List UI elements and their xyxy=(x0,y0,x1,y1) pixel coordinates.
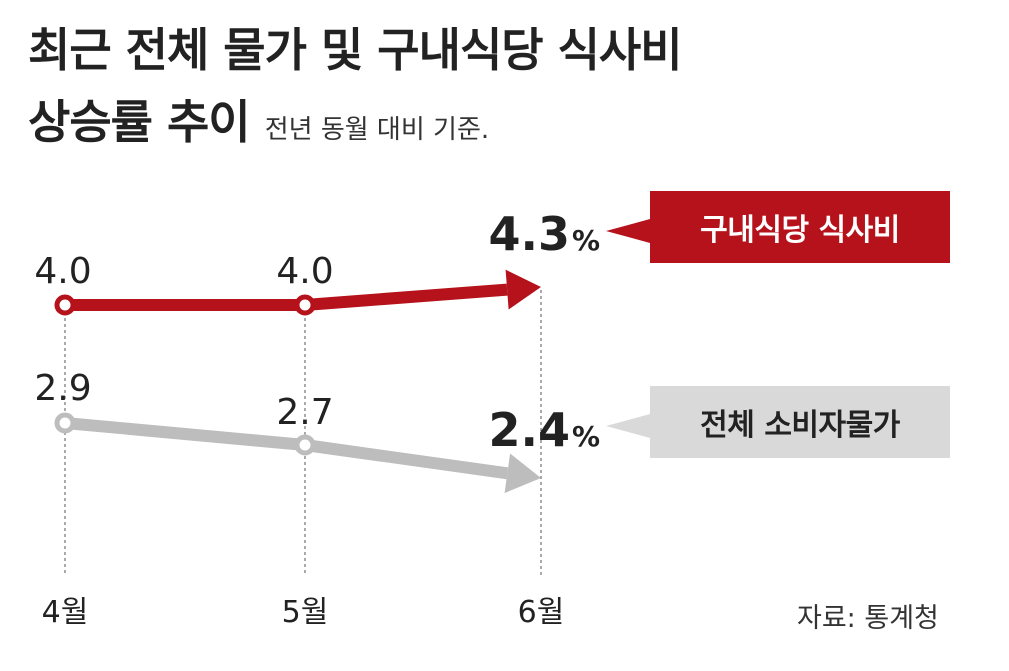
x-tick-1: 4월 xyxy=(42,595,89,630)
chart-subtitle: 전년 동월 대비 기준. xyxy=(264,115,490,145)
cpi-point-2 xyxy=(294,434,316,456)
x-tick-2: 5월 xyxy=(282,595,329,630)
cafeteria-point-2 xyxy=(294,294,316,316)
cafeteria-label-3-unit: % xyxy=(572,224,600,257)
cpi-label-3-unit: % xyxy=(572,420,600,453)
cpi-label-2: 2.7 xyxy=(276,392,333,433)
chart-title-second: 상승률 추이 xyxy=(28,95,251,149)
legend-cafeteria-pointer xyxy=(606,219,650,243)
cpi-label-1: 2.9 xyxy=(34,368,91,409)
cafeteria-label-2: 4.0 xyxy=(276,251,333,292)
cafeteria-label-1: 4.0 xyxy=(34,251,91,292)
cafeteria-arrow xyxy=(505,269,541,310)
cpi-point-1 xyxy=(54,412,76,434)
legend-cafeteria: 구내식당 식사비 xyxy=(650,191,950,263)
x-tick-3: 6월 xyxy=(518,595,565,630)
chart-title-line2: 상승률 추이 전년 동월 대비 기준. xyxy=(28,86,489,152)
cpi-arrow xyxy=(504,453,541,494)
source-note: 자료: 통계청 xyxy=(797,603,939,634)
cpi-label-3: 2.4 xyxy=(489,403,571,457)
cafeteria-label-3: 4.3 xyxy=(489,207,571,261)
legend-cpi: 전체 소비자물가 xyxy=(650,386,950,458)
chart-title: 최근 전체 물가 및 구내식당 식사비 xyxy=(28,23,683,77)
cafeteria-point-1 xyxy=(54,294,76,316)
legend-cpi-pointer xyxy=(606,414,650,438)
